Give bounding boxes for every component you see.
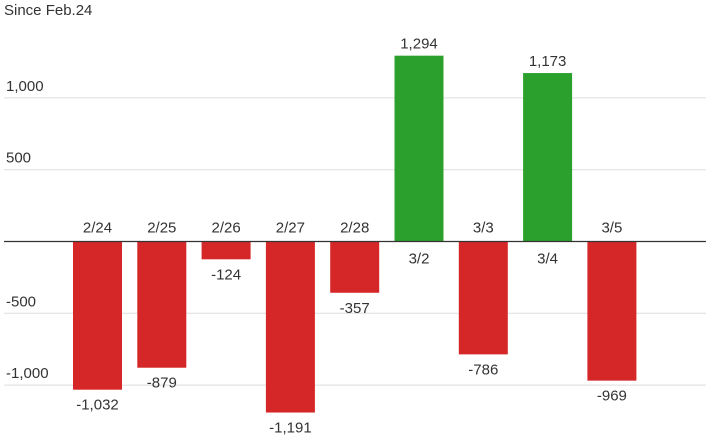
y-tick-label: 1,000 <box>6 78 44 95</box>
bar <box>201 241 251 260</box>
x-category-label: 3/4 <box>537 251 558 268</box>
x-category-label: 3/5 <box>601 220 622 237</box>
bar <box>523 73 573 242</box>
y-tick-label: 500 <box>6 150 31 167</box>
data-label: -1,191 <box>269 420 312 437</box>
x-category-label: 2/25 <box>147 220 176 237</box>
y-tick-label: -1,000 <box>6 365 49 382</box>
data-label: -357 <box>340 300 370 317</box>
data-label: -1,032 <box>76 397 119 414</box>
data-label: 1,294 <box>400 36 438 53</box>
bar <box>265 241 315 413</box>
bar <box>394 55 444 242</box>
bar <box>73 241 122 390</box>
bar <box>137 241 187 368</box>
data-label: -124 <box>211 266 241 283</box>
data-label: 1,173 <box>529 53 567 70</box>
x-category-label: 2/24 <box>83 220 112 237</box>
data-label: -969 <box>597 388 627 405</box>
x-category-label: 3/2 <box>409 251 430 268</box>
x-category-label: 2/27 <box>276 220 305 237</box>
data-label: -879 <box>147 375 177 392</box>
bar <box>458 241 508 355</box>
x-category-label: 2/28 <box>340 220 369 237</box>
bar <box>330 241 380 293</box>
data-label: -786 <box>468 361 498 378</box>
chart-subtitle: Since Feb.24 <box>4 2 93 19</box>
y-tick-label: -500 <box>6 293 36 310</box>
x-category-label: 3/3 <box>473 220 494 237</box>
x-category-label: 2/26 <box>211 220 240 237</box>
bar <box>587 241 637 381</box>
